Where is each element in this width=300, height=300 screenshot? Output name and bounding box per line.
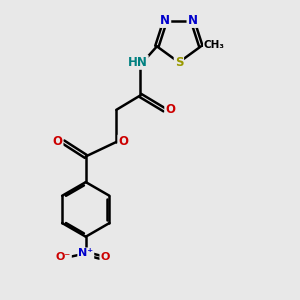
Text: HN: HN [128,56,148,69]
Text: S: S [175,56,183,69]
Text: O: O [52,136,62,148]
Text: N: N [188,14,197,27]
Text: N⁺: N⁺ [78,248,93,258]
Text: O: O [165,103,175,116]
Text: CH₃: CH₃ [204,40,225,50]
Text: N: N [160,14,170,27]
Text: O⁻: O⁻ [56,252,71,262]
Text: O: O [118,136,128,148]
Text: O: O [100,252,110,262]
